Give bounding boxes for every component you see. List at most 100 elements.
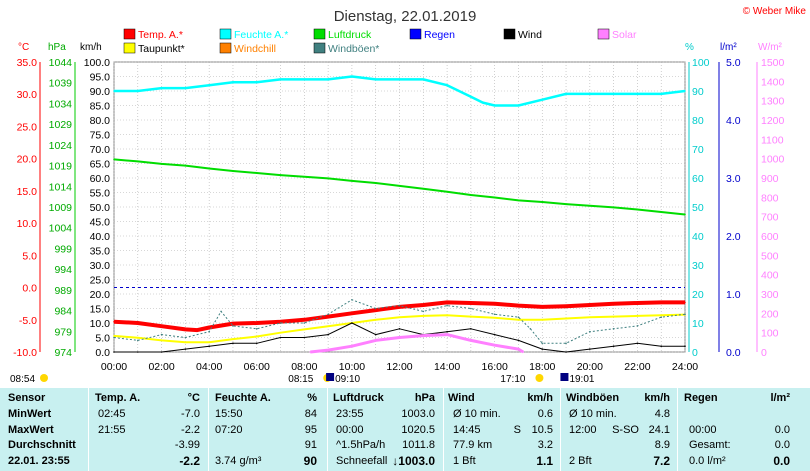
solar-tick-label: 500 [761, 250, 779, 262]
data-point [517, 339, 520, 342]
moonrise-icon [326, 373, 335, 381]
data-point [517, 318, 520, 321]
legend-swatch [409, 28, 422, 40]
data-point [470, 194, 472, 196]
wind-tick-label: 100.0 [84, 57, 110, 69]
data-point [374, 309, 377, 311]
stats-table: Sensor Temp. A. °C Feuchte A.% Luftdruck hPa W… [0, 388, 810, 471]
wind-tick-label: 40.0 [90, 231, 111, 243]
data-point [303, 318, 306, 321]
sunset-icon [535, 374, 544, 382]
data-point [351, 75, 353, 78]
data-point [309, 351, 312, 353]
legend-swatch [597, 28, 610, 40]
pressure-unit-label: hPa [48, 42, 66, 53]
data-point [589, 348, 591, 350]
data-point [184, 348, 187, 350]
druck-time: 23:55 [336, 408, 364, 420]
data-point [113, 351, 115, 353]
data-point [470, 339, 472, 342]
data-point [612, 302, 615, 305]
data-point [612, 206, 615, 209]
data-point [232, 81, 234, 84]
legend-swatch [503, 28, 516, 40]
humidity-tick-label: 90 [692, 86, 704, 98]
wind-value: 1.1 [536, 453, 553, 468]
humidity-unit-label: % [685, 42, 694, 53]
solar-tick-label: 1200 [761, 115, 785, 127]
wind-value: 3.2 [537, 439, 553, 451]
data-point [136, 339, 139, 342]
legend-swatch [123, 28, 136, 40]
data-point [327, 333, 329, 336]
solar-tick-label: 1000 [761, 154, 785, 166]
feuchte-time: 3.74 g/m³ [215, 454, 262, 467]
regen-value: 0.0 [773, 453, 790, 468]
legend-swatch [219, 42, 232, 54]
data-point [541, 318, 544, 321]
sun-icon [40, 374, 48, 382]
wind-direction: S [513, 423, 521, 436]
boeen-a: 12:00 [569, 423, 597, 436]
data-point [684, 345, 686, 348]
humidity-tick-label: 50 [692, 202, 704, 214]
data-point [113, 335, 115, 337]
wind-tick-label: 65.0 [90, 159, 111, 171]
data-point [160, 339, 163, 342]
boeen-a: Ø 10 min. [569, 408, 617, 420]
data-point [541, 348, 544, 350]
humidity-tick-label: 10 [692, 318, 704, 330]
data-point [636, 325, 639, 327]
data-point [636, 208, 639, 211]
data-point [493, 302, 496, 305]
wind-tick-label: 0.0 [95, 347, 110, 359]
data-point [612, 328, 615, 330]
data-point [303, 175, 306, 178]
data-point [470, 96, 472, 98]
temp-time: 21:55 [98, 423, 126, 436]
header-temp-unit: °C [187, 392, 200, 404]
feuchte-value: 95 [304, 423, 317, 436]
rain-tick-label: 4.0 [726, 115, 741, 127]
series-line-feuchtea [114, 75, 686, 107]
wind-tick-label: 50.0 [90, 202, 111, 214]
temp-tick-label: 20.0 [17, 154, 38, 166]
legend-label: Solar [612, 29, 637, 41]
x-tick-label: 24:00 [672, 361, 698, 373]
data-point [446, 301, 448, 304]
data-point [522, 351, 525, 353]
data-point [184, 328, 187, 331]
data-point [351, 299, 353, 301]
data-point [303, 78, 306, 81]
header-druck: Luftdruck [333, 392, 384, 404]
boeen-value: 8.9 [654, 439, 670, 451]
data-point [160, 351, 163, 353]
data-point [565, 93, 567, 95]
legend-label: Luftdruck [328, 29, 372, 41]
data-point [660, 93, 663, 95]
data-point [541, 306, 544, 308]
data-point [327, 325, 329, 328]
regen-value: 0.0 [774, 423, 790, 436]
data-point [160, 325, 163, 328]
wind-tick-label: 35.0 [90, 246, 111, 258]
wind-tick-label: 55.0 [90, 188, 111, 200]
x-tick-label: 04:00 [196, 361, 222, 373]
data-point [446, 304, 448, 307]
data-point [255, 342, 258, 345]
boeen-value: 24.1 [648, 423, 670, 436]
legend-swatch [219, 28, 232, 40]
data-point [517, 199, 520, 202]
data-point [136, 337, 139, 339]
humidity-tick-label: 20 [692, 289, 704, 301]
solar-tick-label: 300 [761, 289, 779, 301]
data-point [255, 172, 258, 174]
data-point [636, 342, 639, 345]
wind-tick-label: 15.0 [90, 304, 111, 316]
wind-a: Ø 10 min. [453, 408, 501, 420]
data-point [636, 315, 639, 317]
data-point [232, 170, 234, 172]
data-point [351, 312, 353, 315]
data-point [470, 307, 472, 310]
